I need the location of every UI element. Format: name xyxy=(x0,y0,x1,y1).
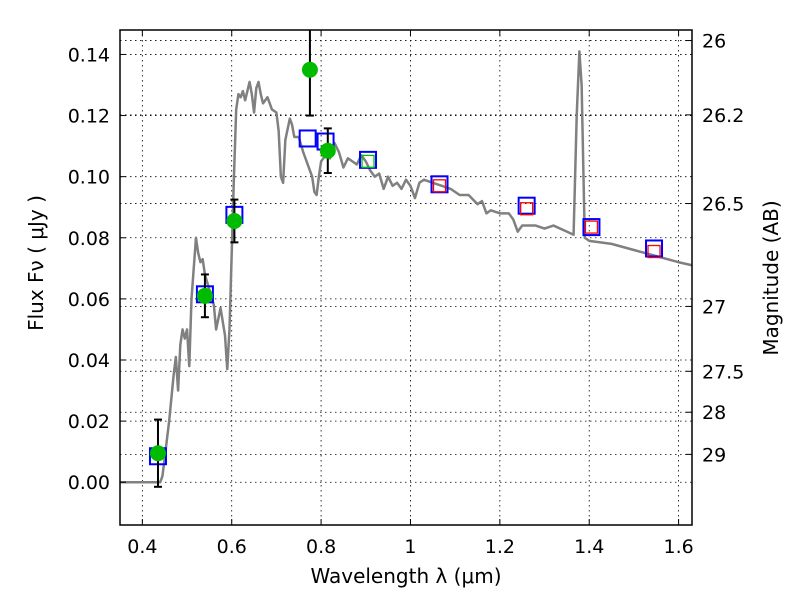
observed-point xyxy=(301,61,318,78)
model-photometry-square xyxy=(645,239,664,258)
mag-tick-label: 28 xyxy=(702,402,726,424)
observed-point xyxy=(226,212,243,229)
mag-tick-label: 26 xyxy=(702,31,726,53)
axes-frame xyxy=(119,29,693,526)
mag-tick-label: 26.2 xyxy=(702,105,744,127)
model-photometry-square xyxy=(298,129,317,148)
x-tick-label: 1.2 xyxy=(485,536,515,558)
mag-tick-label: 26.5 xyxy=(702,194,744,216)
model-photometry-square xyxy=(582,218,601,237)
x-tick-label: 1 xyxy=(404,536,416,558)
mag-tick-label: 27.5 xyxy=(702,361,744,383)
x-tick-label: 0.8 xyxy=(306,536,336,558)
y-axis-label: Flux Fν ( μJy ) xyxy=(24,195,48,331)
x-tick-label: 0.4 xyxy=(127,536,157,558)
grid xyxy=(120,30,692,525)
y-tick-label: 0.02 xyxy=(68,411,110,433)
y-axis-right-label: Magnitude (AB) xyxy=(759,200,783,355)
x-axis-label: Wavelength λ (μm) xyxy=(310,564,501,588)
y-tick-label: 0.00 xyxy=(68,472,110,494)
y-tick-label: 0.10 xyxy=(68,167,110,189)
inner-photometry-square xyxy=(361,154,375,169)
y-tick-label: 0.06 xyxy=(68,289,110,311)
inner-photometry-square xyxy=(432,179,447,193)
y-tick-label: 0.12 xyxy=(68,106,110,128)
observed-point xyxy=(196,287,213,304)
inner-photometry-square xyxy=(520,202,534,216)
observed-point xyxy=(149,445,166,462)
inner-photometry-square xyxy=(647,244,661,259)
y-tick-label: 0.08 xyxy=(68,228,110,250)
inner-photometry-square xyxy=(584,220,599,234)
x-tick-label: 1.4 xyxy=(574,536,604,558)
y-tick-label: 0.04 xyxy=(68,350,110,372)
observed-point xyxy=(319,142,336,159)
x-tick-label: 0.6 xyxy=(217,536,247,558)
y-tick-label: 0.14 xyxy=(68,44,110,66)
ticks: 0.4 0.6 0.8 1 1.2 1.4 1.6 0.00 0.02 0.04 0.06 0.08 0… xyxy=(68,30,744,558)
plot-area xyxy=(120,30,693,488)
x-tick-label: 1.6 xyxy=(663,536,693,558)
mag-tick-label: 29 xyxy=(702,444,726,466)
model-photometry-square xyxy=(517,196,536,215)
spectrum-line xyxy=(120,50,693,484)
mag-tick-label: 27 xyxy=(702,296,726,318)
